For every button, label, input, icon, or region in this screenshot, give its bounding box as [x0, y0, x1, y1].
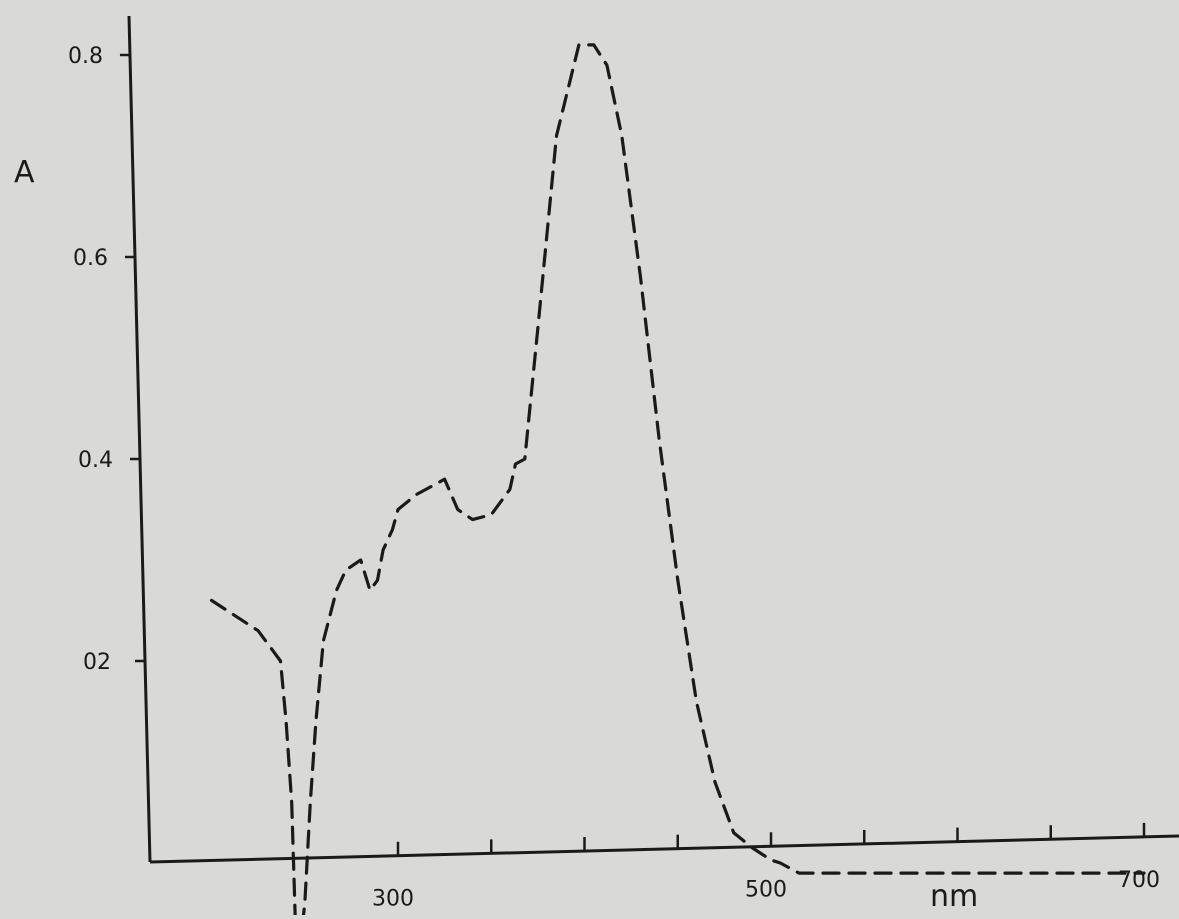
series-layer: [209, 43, 1146, 919]
y-tick-label: 0.6: [73, 246, 108, 271]
x-tick-label: 500: [745, 877, 787, 902]
x-axis-label: nm: [930, 879, 978, 914]
y-tick-label: 0.8: [68, 44, 103, 69]
axes: [127, 15, 1179, 864]
x-tick-label: 300: [372, 887, 414, 912]
y-axis-label: A: [14, 155, 35, 190]
x-axis-line: [149, 834, 1179, 864]
series-line-0: [209, 43, 1146, 919]
y-tick-label: 02: [83, 650, 111, 675]
y-tick-label: 0.4: [78, 448, 113, 473]
y-axis-line: [127, 15, 152, 863]
